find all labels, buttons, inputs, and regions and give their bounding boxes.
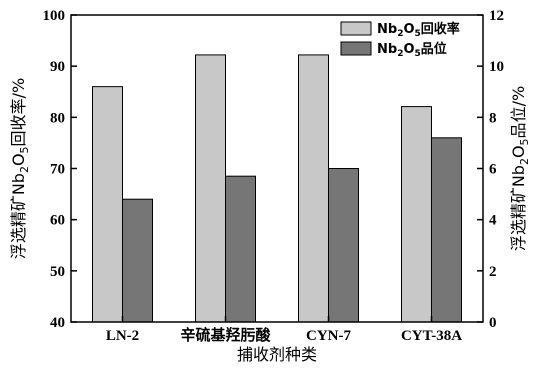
bar-recovery — [92, 86, 123, 323]
left-tick-label: 40 — [50, 315, 65, 331]
bar-grade — [431, 137, 462, 323]
left-tick-label: 90 — [50, 59, 65, 75]
right-tick-label: 8 — [489, 110, 497, 126]
right-axis-ticks: 0 2 4 6 8 10 12 — [477, 8, 504, 331]
bars-group — [92, 54, 462, 323]
legend-label-recovery: Nb2O5回收率 — [377, 21, 460, 39]
right-tick-label: 12 — [489, 8, 504, 24]
right-tick-label: 2 — [489, 264, 497, 280]
x-axis-label: 捕收剂种类 — [237, 345, 317, 364]
category-label: CYT-38A — [401, 328, 462, 344]
left-axis-label: 浮选精矿Nb2O5回收率/% — [9, 78, 31, 259]
bar-grade — [328, 168, 359, 323]
legend-swatch-recovery — [340, 21, 372, 36]
bar-recovery — [298, 54, 329, 323]
bar-grade — [122, 198, 153, 323]
category-label: 辛硫基羟肟酸 — [180, 326, 271, 344]
bar-recovery — [195, 54, 226, 323]
left-tick-label: 80 — [50, 110, 65, 126]
legend-swatch-grade — [340, 41, 372, 56]
legend: Nb2O5回收率 Nb2O5品位 — [340, 21, 460, 59]
left-tick-label: 70 — [50, 162, 65, 178]
right-tick-label: 4 — [489, 213, 497, 229]
legend-label-grade: Nb2O5品位 — [377, 41, 447, 59]
category-label: LN-2 — [106, 328, 139, 344]
category-label: CYN-7 — [306, 328, 351, 344]
right-tick-label: 0 — [489, 315, 497, 331]
left-tick-label: 50 — [50, 264, 65, 280]
left-tick-label: 60 — [50, 213, 65, 229]
left-tick-label: 100 — [43, 8, 66, 24]
left-axis-ticks: 40 50 60 70 80 90 100 — [43, 8, 77, 331]
right-tick-label: 6 — [489, 162, 497, 178]
right-tick-label: 10 — [489, 59, 504, 75]
bar-grade — [225, 175, 256, 323]
bar-recovery — [401, 106, 432, 323]
category-labels: LN-2 辛硫基羟肟酸 CYN-7 CYT-38A — [106, 316, 462, 344]
right-axis-label: 浮选精矿Nb2O5品位/% — [509, 86, 531, 251]
